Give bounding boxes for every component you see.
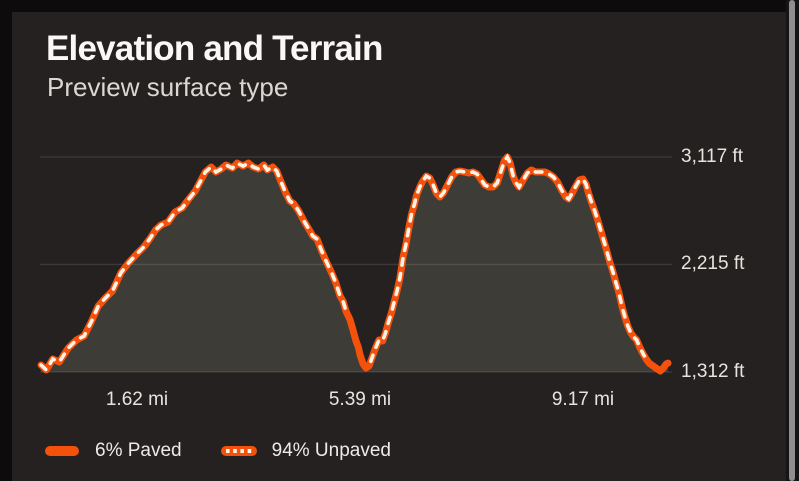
y-axis-label-min: 1,312 ft [681, 361, 745, 382]
legend-label-unpaved: 94% Unpaved [271, 440, 391, 461]
unpaved-dash-segment-1 [39, 160, 349, 373]
x-axis-label-1: 1.62 mi [105, 389, 169, 410]
scrollbar[interactable] [786, 0, 799, 481]
paved-solid-swatch-icon [45, 446, 79, 456]
unpaved-dash-segment-2 [369, 153, 647, 364]
scrollbar-thumb[interactable] [789, 0, 795, 481]
legend-label-paved: 6% Paved [95, 440, 182, 461]
legend: 6% Paved 94% Unpaved [45, 440, 391, 462]
page-subtitle: Preview surface type [47, 72, 289, 102]
unpaved-dashed-swatch-icon [220, 446, 257, 456]
legend-item-unpaved: 94% Unpaved [220, 440, 391, 462]
y-axis-label-mid: 2,215 ft [681, 253, 745, 275]
elevation-area-fill [41, 157, 668, 372]
page-title: Elevation and Terrain [46, 29, 383, 69]
legend-item-paved: 6% Paved [45, 440, 182, 462]
x-axis-label-3: 9.17 mi [551, 389, 615, 410]
x-axis-label-2: 5.39 mi [328, 389, 392, 410]
y-axis-label-max: 3,117 ft [681, 146, 743, 167]
